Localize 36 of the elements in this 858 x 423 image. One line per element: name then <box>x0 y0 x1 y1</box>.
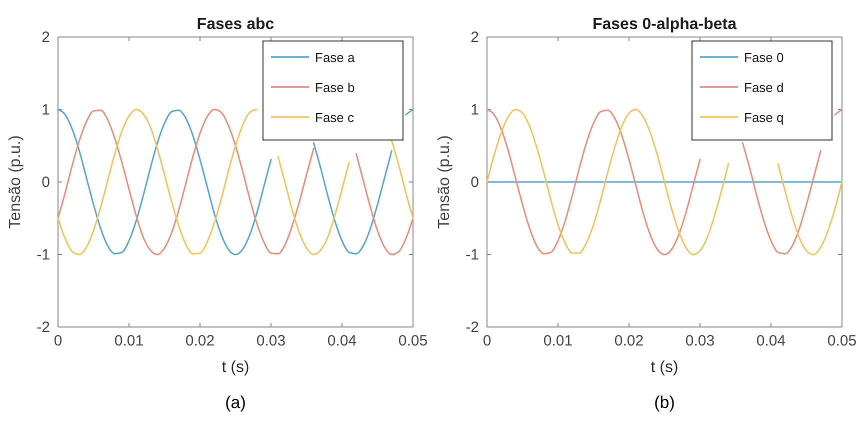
y-tick-label: 2 <box>42 28 50 46</box>
legend-label: Fase d <box>744 80 784 95</box>
x-tick-label: 0.05 <box>827 332 857 350</box>
x-tick-label: 0 <box>482 332 492 350</box>
x-tick-label: 0.03 <box>256 332 286 350</box>
y-tick-label: -2 <box>36 318 50 336</box>
y-axis-title: Tensão (p.u.) <box>7 135 24 229</box>
legend-label: Fase c <box>315 110 355 125</box>
y-tick-label: 0 <box>42 174 50 191</box>
y-tick-label: -1 <box>466 246 479 264</box>
y-tick-label: -1 <box>36 246 50 264</box>
x-axis-title: t (s) <box>222 359 250 376</box>
legend-label: Fase q <box>744 110 784 125</box>
x-tick-label: 0.04 <box>327 332 357 350</box>
x-tick-label: 0.02 <box>614 332 644 350</box>
x-tick-label: 0.01 <box>114 332 144 350</box>
legend-label: Fase b <box>315 80 355 95</box>
x-tick-label: 0.03 <box>685 332 715 350</box>
x-tick-label: 0.02 <box>185 332 215 350</box>
y-tick-label: 1 <box>42 101 50 118</box>
x-axis-title: t (s) <box>650 359 678 376</box>
legend-label: Fase 0 <box>744 50 784 65</box>
chart-title: Fases 0-alpha-beta <box>592 16 737 33</box>
x-tick-label: 0.05 <box>398 332 428 350</box>
text: (b) <box>654 393 675 412</box>
y-axis-title: Tensão (p.u.) <box>436 135 453 229</box>
legend-label: Fase a <box>315 50 356 65</box>
y-tick-label: 0 <box>470 174 479 191</box>
x-tick-label: 0.04 <box>756 332 786 350</box>
y-tick-label: -2 <box>466 318 479 336</box>
y-tick-label: 2 <box>470 28 479 46</box>
x-tick-label: 0.01 <box>543 332 573 350</box>
y-tick-label: 1 <box>470 101 479 118</box>
x-tick-label: 0 <box>54 332 62 350</box>
text: (a) <box>225 393 246 412</box>
chart-title: Fases abc <box>196 16 274 33</box>
